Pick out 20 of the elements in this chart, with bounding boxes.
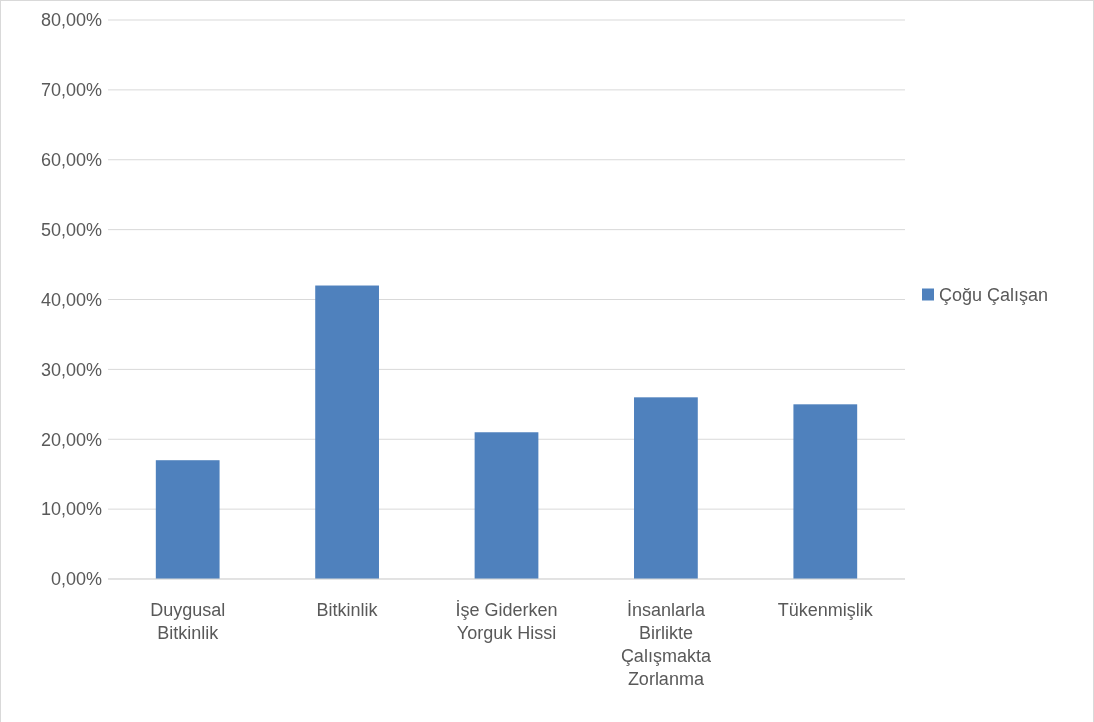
bar — [155, 460, 220, 579]
x-tick-label: Bitkinlik — [316, 600, 379, 620]
x-tick-label: Tükenmişlik — [777, 600, 874, 620]
y-tick-label: 10,00% — [40, 499, 102, 520]
y-tick-label: 50,00% — [40, 219, 102, 240]
bar — [634, 397, 698, 579]
bar — [793, 404, 858, 579]
bar — [315, 285, 379, 579]
y-tick-label: 70,00% — [40, 80, 102, 101]
x-tick-label: İnsanlarla Birlikte Çalışmakta Zorlanma — [620, 600, 712, 689]
y-tick-label: 0,00% — [50, 569, 102, 590]
y-tick-label: 20,00% — [40, 429, 102, 450]
y-tick-label: 80,00% — [40, 10, 102, 31]
bar — [474, 432, 539, 579]
y-tick-label: 30,00% — [40, 359, 102, 380]
x-tick-label: İşe Giderken Yorguk Hissi — [455, 600, 558, 643]
legend-label: Çoğu Çalışan — [939, 284, 1049, 305]
x-tick-label: Duygusal Bitkinlik — [150, 600, 226, 643]
y-tick-label: 40,00% — [40, 289, 102, 310]
y-tick-label: 60,00% — [40, 150, 102, 171]
